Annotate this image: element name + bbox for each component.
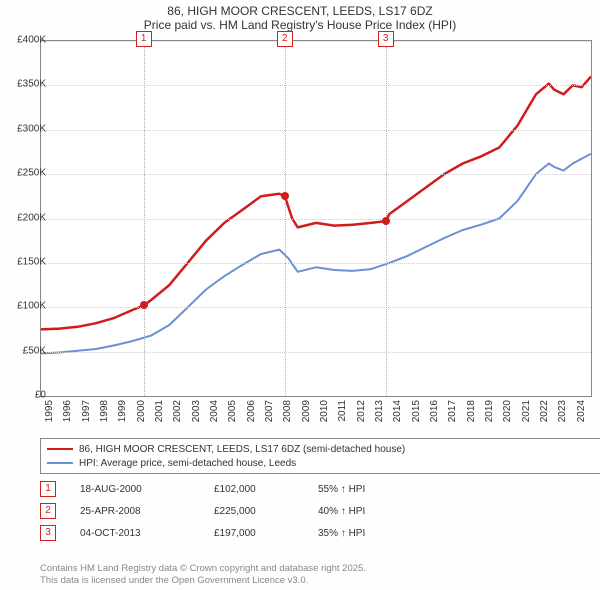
event-marker-1: 1 bbox=[136, 31, 152, 47]
x-axis-label: 2005 bbox=[227, 400, 238, 440]
legend-label-hpi: HPI: Average price, semi-detached house,… bbox=[79, 458, 296, 469]
gridline-h bbox=[41, 219, 591, 220]
y-axis-label: £100K bbox=[6, 301, 46, 312]
x-axis-label: 2019 bbox=[484, 400, 495, 440]
attribution-footer: Contains HM Land Registry data © Crown c… bbox=[40, 563, 366, 587]
x-axis-label: 2007 bbox=[264, 400, 275, 440]
gridline-h bbox=[41, 85, 591, 86]
legend-label-subject: 86, HIGH MOOR CRESCENT, LEEDS, LS17 6DZ … bbox=[79, 444, 405, 455]
event-dot-3 bbox=[382, 217, 390, 225]
y-axis-label: £350K bbox=[6, 79, 46, 90]
event-marker-3: 3 bbox=[378, 31, 394, 47]
x-axis-label: 1999 bbox=[117, 400, 128, 440]
x-axis-label: 2021 bbox=[521, 400, 532, 440]
chart-plot-area: 123 bbox=[40, 40, 592, 397]
x-axis-label: 2023 bbox=[557, 400, 568, 440]
event-dot-2 bbox=[281, 192, 289, 200]
x-axis-label: 2006 bbox=[246, 400, 257, 440]
x-axis-label: 2002 bbox=[172, 400, 183, 440]
event-row: 3 04-OCT-2013 £197,000 35% ↑ HPI bbox=[40, 522, 365, 544]
title-line-2: Price paid vs. HM Land Registry's House … bbox=[0, 18, 600, 32]
event-table: 1 18-AUG-2000 £102,000 55% ↑ HPI 2 25-APR-200… bbox=[40, 478, 365, 544]
event-price: £197,000 bbox=[214, 528, 294, 539]
x-axis-label: 2012 bbox=[356, 400, 367, 440]
event-row: 2 25-APR-2008 £225,000 40% ↑ HPI bbox=[40, 500, 365, 522]
event-delta: 35% ↑ HPI bbox=[318, 528, 365, 539]
x-axis-label: 2009 bbox=[301, 400, 312, 440]
x-axis-label: 1998 bbox=[99, 400, 110, 440]
event-dot-1 bbox=[140, 301, 148, 309]
y-axis-label: £150K bbox=[6, 256, 46, 267]
x-axis-label: 2024 bbox=[576, 400, 587, 440]
gridline-h bbox=[41, 352, 591, 353]
gridline-h bbox=[41, 263, 591, 264]
event-date: 18-AUG-2000 bbox=[80, 484, 190, 495]
footer-line-2: This data is licensed under the Open Gov… bbox=[40, 575, 366, 587]
series-hpi bbox=[41, 154, 591, 354]
y-axis-label: £250K bbox=[6, 168, 46, 179]
event-num: 2 bbox=[40, 503, 56, 519]
event-row: 1 18-AUG-2000 £102,000 55% ↑ HPI bbox=[40, 478, 365, 500]
x-axis-label: 2003 bbox=[191, 400, 202, 440]
event-date: 04-OCT-2013 bbox=[80, 528, 190, 539]
gridline-h bbox=[41, 174, 591, 175]
x-axis-label: 2008 bbox=[282, 400, 293, 440]
legend-item-hpi: HPI: Average price, semi-detached house,… bbox=[47, 456, 595, 470]
event-price: £102,000 bbox=[214, 484, 294, 495]
y-axis-label: £400K bbox=[6, 35, 46, 46]
legend-swatch-subject bbox=[47, 448, 73, 450]
y-axis-label: £0 bbox=[6, 390, 46, 401]
event-num: 1 bbox=[40, 481, 56, 497]
event-num: 3 bbox=[40, 525, 56, 541]
x-axis-label: 2015 bbox=[411, 400, 422, 440]
x-axis-label: 1995 bbox=[44, 400, 55, 440]
x-axis-label: 2020 bbox=[502, 400, 513, 440]
x-axis-label: 2017 bbox=[447, 400, 458, 440]
gridline-h bbox=[41, 307, 591, 308]
x-axis-label: 2004 bbox=[209, 400, 220, 440]
x-axis-label: 1997 bbox=[81, 400, 92, 440]
x-axis-label: 2022 bbox=[539, 400, 550, 440]
event-vline bbox=[285, 41, 286, 396]
x-axis-label: 1996 bbox=[62, 400, 73, 440]
gridline-h bbox=[41, 41, 591, 42]
x-axis-label: 2011 bbox=[337, 400, 348, 440]
x-axis-label: 2016 bbox=[429, 400, 440, 440]
event-date: 25-APR-2008 bbox=[80, 506, 190, 517]
gridline-h bbox=[41, 130, 591, 131]
legend: 86, HIGH MOOR CRESCENT, LEEDS, LS17 6DZ … bbox=[40, 438, 600, 474]
legend-item-subject: 86, HIGH MOOR CRESCENT, LEEDS, LS17 6DZ … bbox=[47, 442, 595, 456]
legend-swatch-hpi bbox=[47, 462, 73, 464]
chart-title: 86, HIGH MOOR CRESCENT, LEEDS, LS17 6DZ … bbox=[0, 0, 600, 34]
x-axis-label: 2013 bbox=[374, 400, 385, 440]
x-axis-label: 2010 bbox=[319, 400, 330, 440]
y-axis-label: £300K bbox=[6, 123, 46, 134]
title-line-1: 86, HIGH MOOR CRESCENT, LEEDS, LS17 6DZ bbox=[0, 4, 600, 18]
x-axis-label: 2018 bbox=[466, 400, 477, 440]
x-axis-label: 2014 bbox=[392, 400, 403, 440]
footer-line-1: Contains HM Land Registry data © Crown c… bbox=[40, 563, 366, 575]
y-axis-label: £50K bbox=[6, 345, 46, 356]
event-marker-2: 2 bbox=[277, 31, 293, 47]
y-axis-label: £200K bbox=[6, 212, 46, 223]
x-axis-label: 2001 bbox=[154, 400, 165, 440]
x-axis-label: 2000 bbox=[136, 400, 147, 440]
series-subject bbox=[41, 77, 591, 330]
event-vline bbox=[144, 41, 145, 396]
event-delta: 40% ↑ HPI bbox=[318, 506, 365, 517]
event-price: £225,000 bbox=[214, 506, 294, 517]
event-delta: 55% ↑ HPI bbox=[318, 484, 365, 495]
